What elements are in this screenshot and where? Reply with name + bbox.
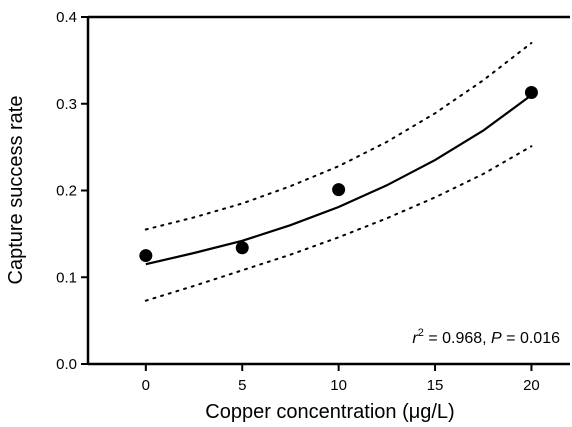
y-axis-ticks: 0.0 0.1 0.2 0.3 0.4 [56,9,88,373]
x-tick-label: 0 [142,377,150,394]
confidence-band-lines [144,42,533,302]
r-squared-symbol: r [412,330,418,347]
data-point [139,249,153,263]
y-tick-label: 0.1 [56,269,77,286]
data-point [332,183,346,197]
y-tick-label: 0.3 [56,96,77,113]
data-point [235,241,249,255]
y-tick-label: 0.4 [56,9,77,26]
y-tick-label: 0.0 [56,356,77,373]
r-squared-superscript: 2 [418,327,424,339]
x-tick-label: 10 [330,377,347,394]
y-axis-label: Capture success rate [5,96,27,285]
r-squared-value: = 0.968, [424,330,491,347]
lower-ci-curve [144,145,533,302]
p-value: = 0.016 [502,330,560,347]
x-axis-label: Copper concentration (μg/L) [205,401,454,423]
fit-curve-group [145,94,533,266]
plot-area: 0.0 0.1 0.2 0.3 0.4 0 5 10 15 20 [56,9,570,394]
data-point [524,85,538,99]
upper-ci-curve [144,42,533,231]
x-tick-label: 5 [238,377,246,394]
fit-curve [145,94,533,266]
data-points [139,85,538,263]
y-tick-label: 0.2 [56,183,77,200]
p-symbol: P [491,330,502,347]
stats-annotation: r2 = 0.968, P = 0.016 [412,327,560,347]
x-tick-label: 15 [427,377,444,394]
x-tick-label: 20 [523,377,540,394]
x-axis-ticks: 0 5 10 15 20 [142,364,540,394]
